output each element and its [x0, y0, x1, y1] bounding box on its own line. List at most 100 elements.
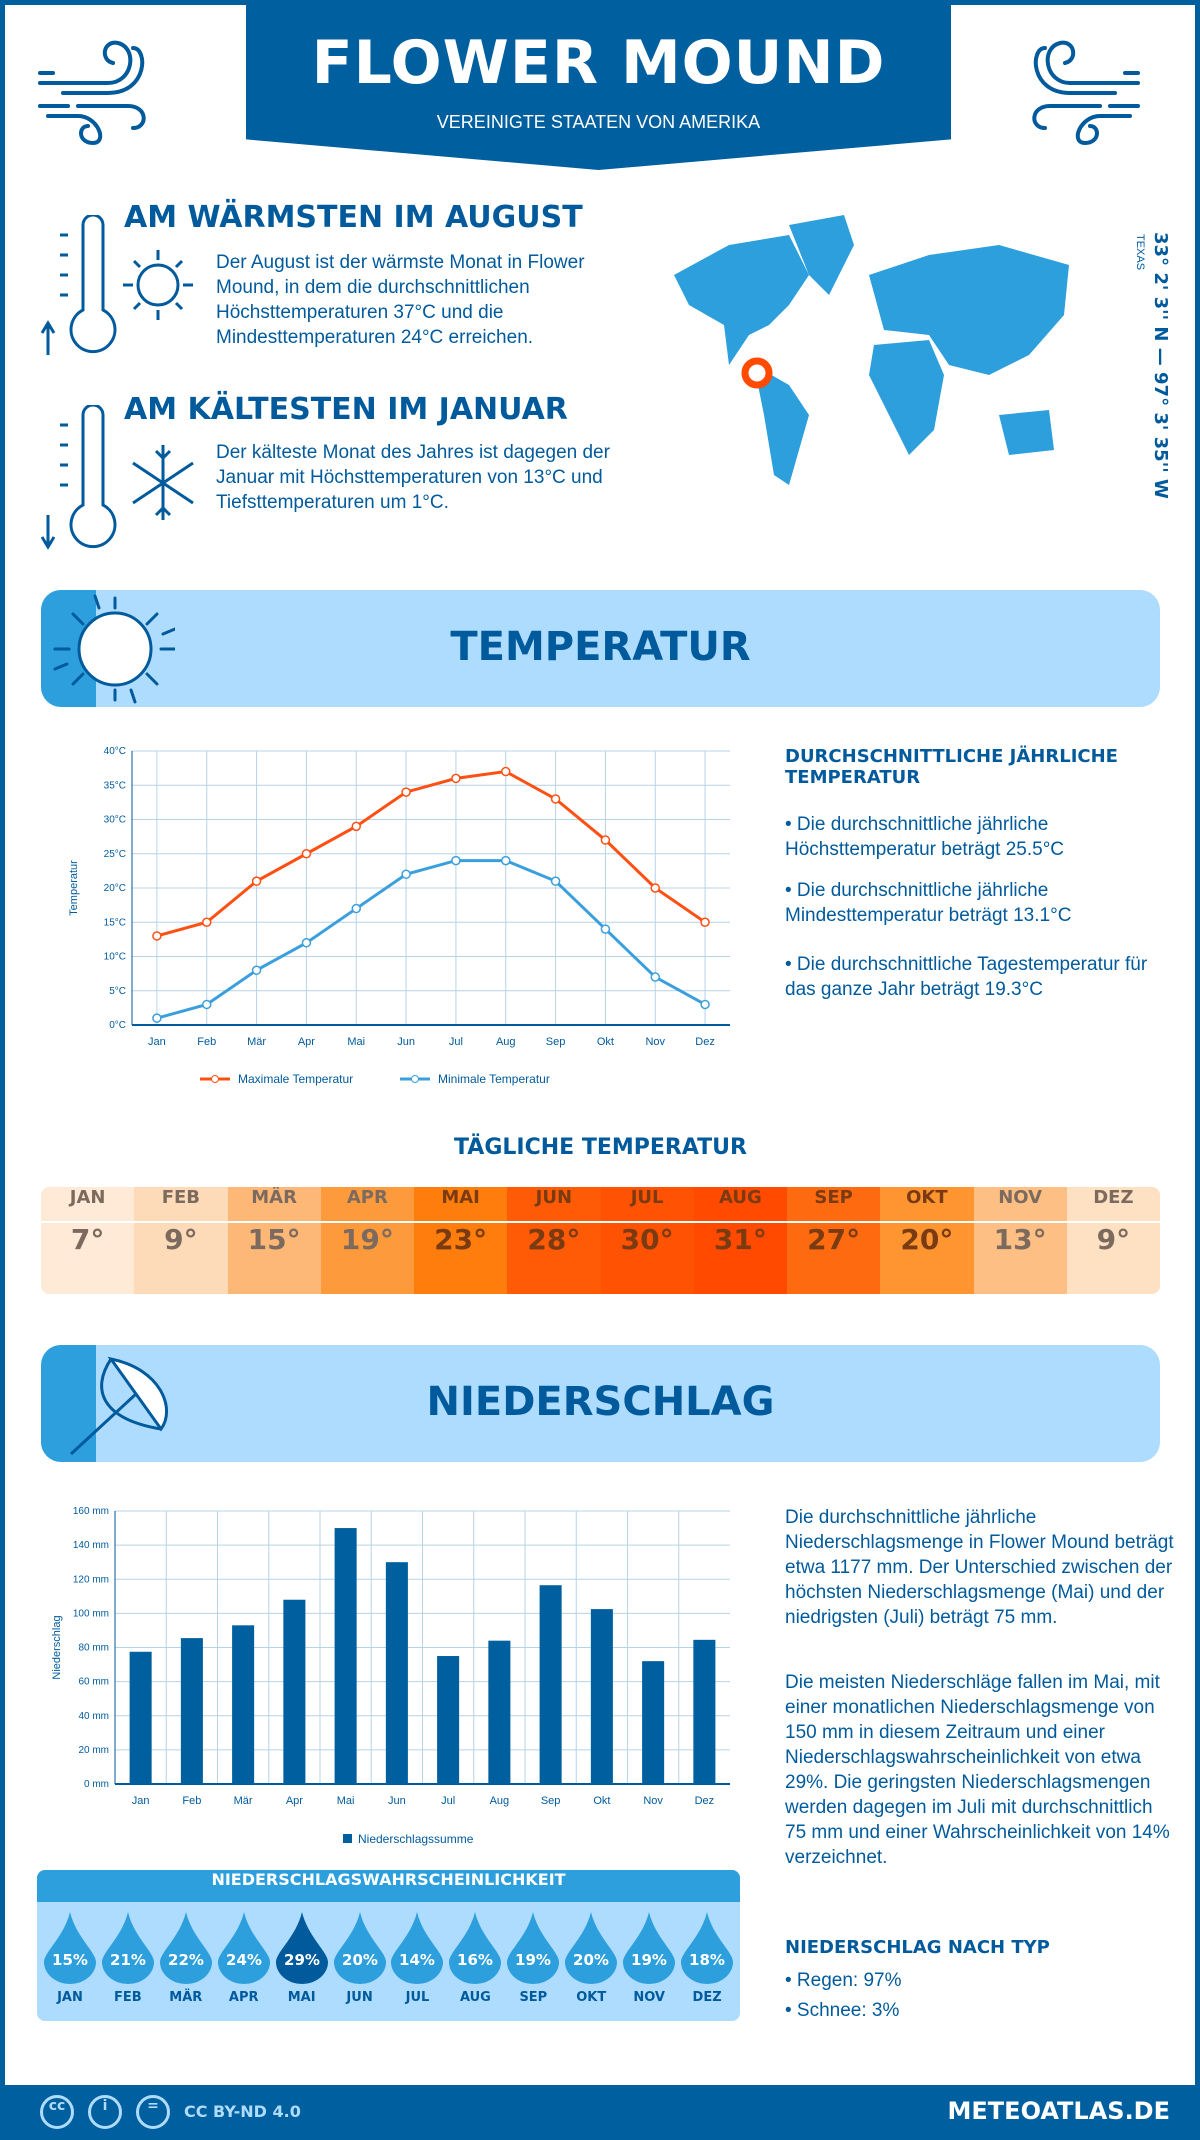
temperature-chart: 0°C 5°C 10°C 15°C 20°C 25°C 30°C 35°C 40°C Jan Feb… — [68, 746, 730, 1086]
bar — [385, 1562, 408, 1784]
bar — [488, 1640, 511, 1784]
daily-month: FEB — [134, 1187, 228, 1223]
page-title: FLOWER MOUND — [311, 28, 886, 98]
data-point — [650, 972, 660, 982]
probability-month: MAI — [287, 1990, 316, 2005]
probability-value: 22% — [168, 1951, 204, 1969]
daily-month: JUL — [600, 1187, 694, 1223]
data-point — [600, 924, 611, 934]
thermometer-sun-icon — [40, 215, 193, 355]
legend-swatch — [343, 1834, 352, 1843]
probability-drop: 19% SEP — [504, 1902, 562, 2005]
daily-value: 9° — [164, 1223, 198, 1256]
daily-temp-cell: APR 19° — [320, 1187, 414, 1294]
probability-month: AUG — [459, 1990, 491, 2005]
x-tick-label: Mai — [337, 1795, 355, 1807]
x-tick-label: Apr — [286, 1795, 303, 1807]
license-text: CC BY-ND 4.0 — [184, 2102, 301, 2121]
wind-icon — [1032, 40, 1140, 146]
probability-value: 15% — [52, 1951, 88, 1969]
data-point — [202, 917, 212, 927]
probability-drop: 15% JAN — [41, 1902, 99, 2005]
daily-temp-cell: NOV 13° — [973, 1187, 1067, 1294]
probability-value: 24% — [226, 1951, 262, 1969]
y-tick-label: 20°C — [104, 883, 126, 894]
bar — [232, 1625, 255, 1784]
y-tick-label: 100 mm — [73, 1608, 109, 1619]
data-point — [451, 773, 461, 784]
y-tick-label: 80 mm — [78, 1643, 109, 1654]
y-tick-label: 160 mm — [73, 1506, 109, 1517]
raindrop-icon: 19% — [507, 1912, 560, 1984]
raindrop-icon: 29% — [275, 1912, 328, 1984]
temp-summary-title: DURCHSCHNITTLICHE JÄHRLICHE TEMPERATUR — [785, 746, 1118, 788]
bar — [437, 1656, 460, 1784]
daily-temp-cell: JUL 30° — [600, 1187, 694, 1294]
daily-month: OKT — [880, 1187, 974, 1223]
x-tick-label: Sep — [546, 1036, 566, 1048]
raindrop-icon: 19% — [623, 1912, 676, 1984]
daily-value: 9° — [1096, 1223, 1131, 1256]
y-tick-label: 120 mm — [73, 1574, 109, 1585]
data-point — [251, 876, 262, 886]
region-label: TEXAS — [1134, 234, 1146, 271]
bar — [129, 1651, 152, 1784]
y-tick-label: 60 mm — [78, 1677, 109, 1688]
probability-drop: 14% JUL — [389, 1902, 447, 2005]
bar — [693, 1639, 716, 1784]
raindrop-icon: 21% — [101, 1912, 154, 1984]
probability-value: 20% — [342, 1951, 378, 1969]
data-point — [152, 931, 162, 941]
x-tick-label: Nov — [645, 1036, 665, 1048]
data-point — [301, 938, 312, 948]
bar — [539, 1585, 562, 1784]
legend-label: Niederschlagssumme — [358, 1832, 474, 1846]
probability-month: OKT — [576, 1990, 607, 2005]
daily-value: 27° — [807, 1223, 861, 1256]
x-tick-label: Mär — [247, 1036, 266, 1048]
y-tick-label: 0 mm — [84, 1779, 109, 1790]
probability-drop: 16% AUG — [446, 1902, 504, 2005]
coldest-heading: AM KÄLTESTEN IM JANUAR — [124, 392, 568, 427]
probability-drop: 29% MAI — [273, 1902, 331, 2005]
umbrella-icon — [69, 1356, 168, 1456]
bar — [180, 1638, 203, 1784]
y-tick-label: 35°C — [104, 780, 126, 791]
data-point — [451, 855, 461, 866]
bar — [334, 1528, 357, 1784]
data-point — [501, 766, 511, 777]
probability-value: 19% — [515, 1951, 551, 1969]
data-point — [401, 787, 411, 797]
daily-temp-cell: OKT 20° — [880, 1187, 974, 1294]
coldest-text: Der kälteste Monat des Jahres ist dagege… — [216, 442, 610, 513]
legend-marker — [411, 1075, 419, 1083]
daily-temp-cell: JUN 28° — [507, 1187, 601, 1294]
probability-month: FEB — [114, 1990, 142, 2005]
data-point — [650, 883, 660, 893]
x-tick-label: Okt — [597, 1036, 614, 1048]
by-icon: i — [88, 2095, 122, 2129]
probability-drop: 19% NOV — [620, 1902, 678, 2005]
x-tick-label: Jul — [441, 1795, 455, 1807]
warmest-heading: AM WÄRMSTEN IM AUGUST — [124, 200, 583, 235]
raindrop-icon: 20% — [565, 1912, 618, 1984]
data-point — [401, 869, 411, 880]
precip-type-snow: • Schnee: 3% — [785, 2000, 900, 2021]
site-link[interactable]: METEOATLAS.DE — [947, 2097, 1170, 2125]
daily-value: 23° — [434, 1223, 488, 1256]
daily-temp-cell: FEB 9° — [134, 1187, 228, 1294]
y-tick-label: 10°C — [104, 952, 126, 963]
precip-probability-panel: NIEDERSCHLAGSWAHRSCHEINLICHKEIT 15% JAN 21… — [37, 1870, 740, 2021]
data-point — [202, 999, 212, 1010]
data-point — [550, 876, 561, 886]
legend-marker — [211, 1075, 219, 1083]
precipitation-section-header: NIEDERSCHLAG — [41, 1345, 1160, 1462]
wind-icon — [38, 40, 146, 146]
precipitation-heading: NIEDERSCHLAG — [426, 1379, 775, 1425]
sun-icon — [53, 594, 175, 704]
raindrop-icon: 22% — [159, 1912, 212, 1984]
data-point — [351, 903, 361, 914]
probability-month: NOV — [633, 1990, 665, 2005]
daily-month: AUG — [693, 1187, 787, 1223]
daily-month: MÄR — [227, 1187, 321, 1223]
